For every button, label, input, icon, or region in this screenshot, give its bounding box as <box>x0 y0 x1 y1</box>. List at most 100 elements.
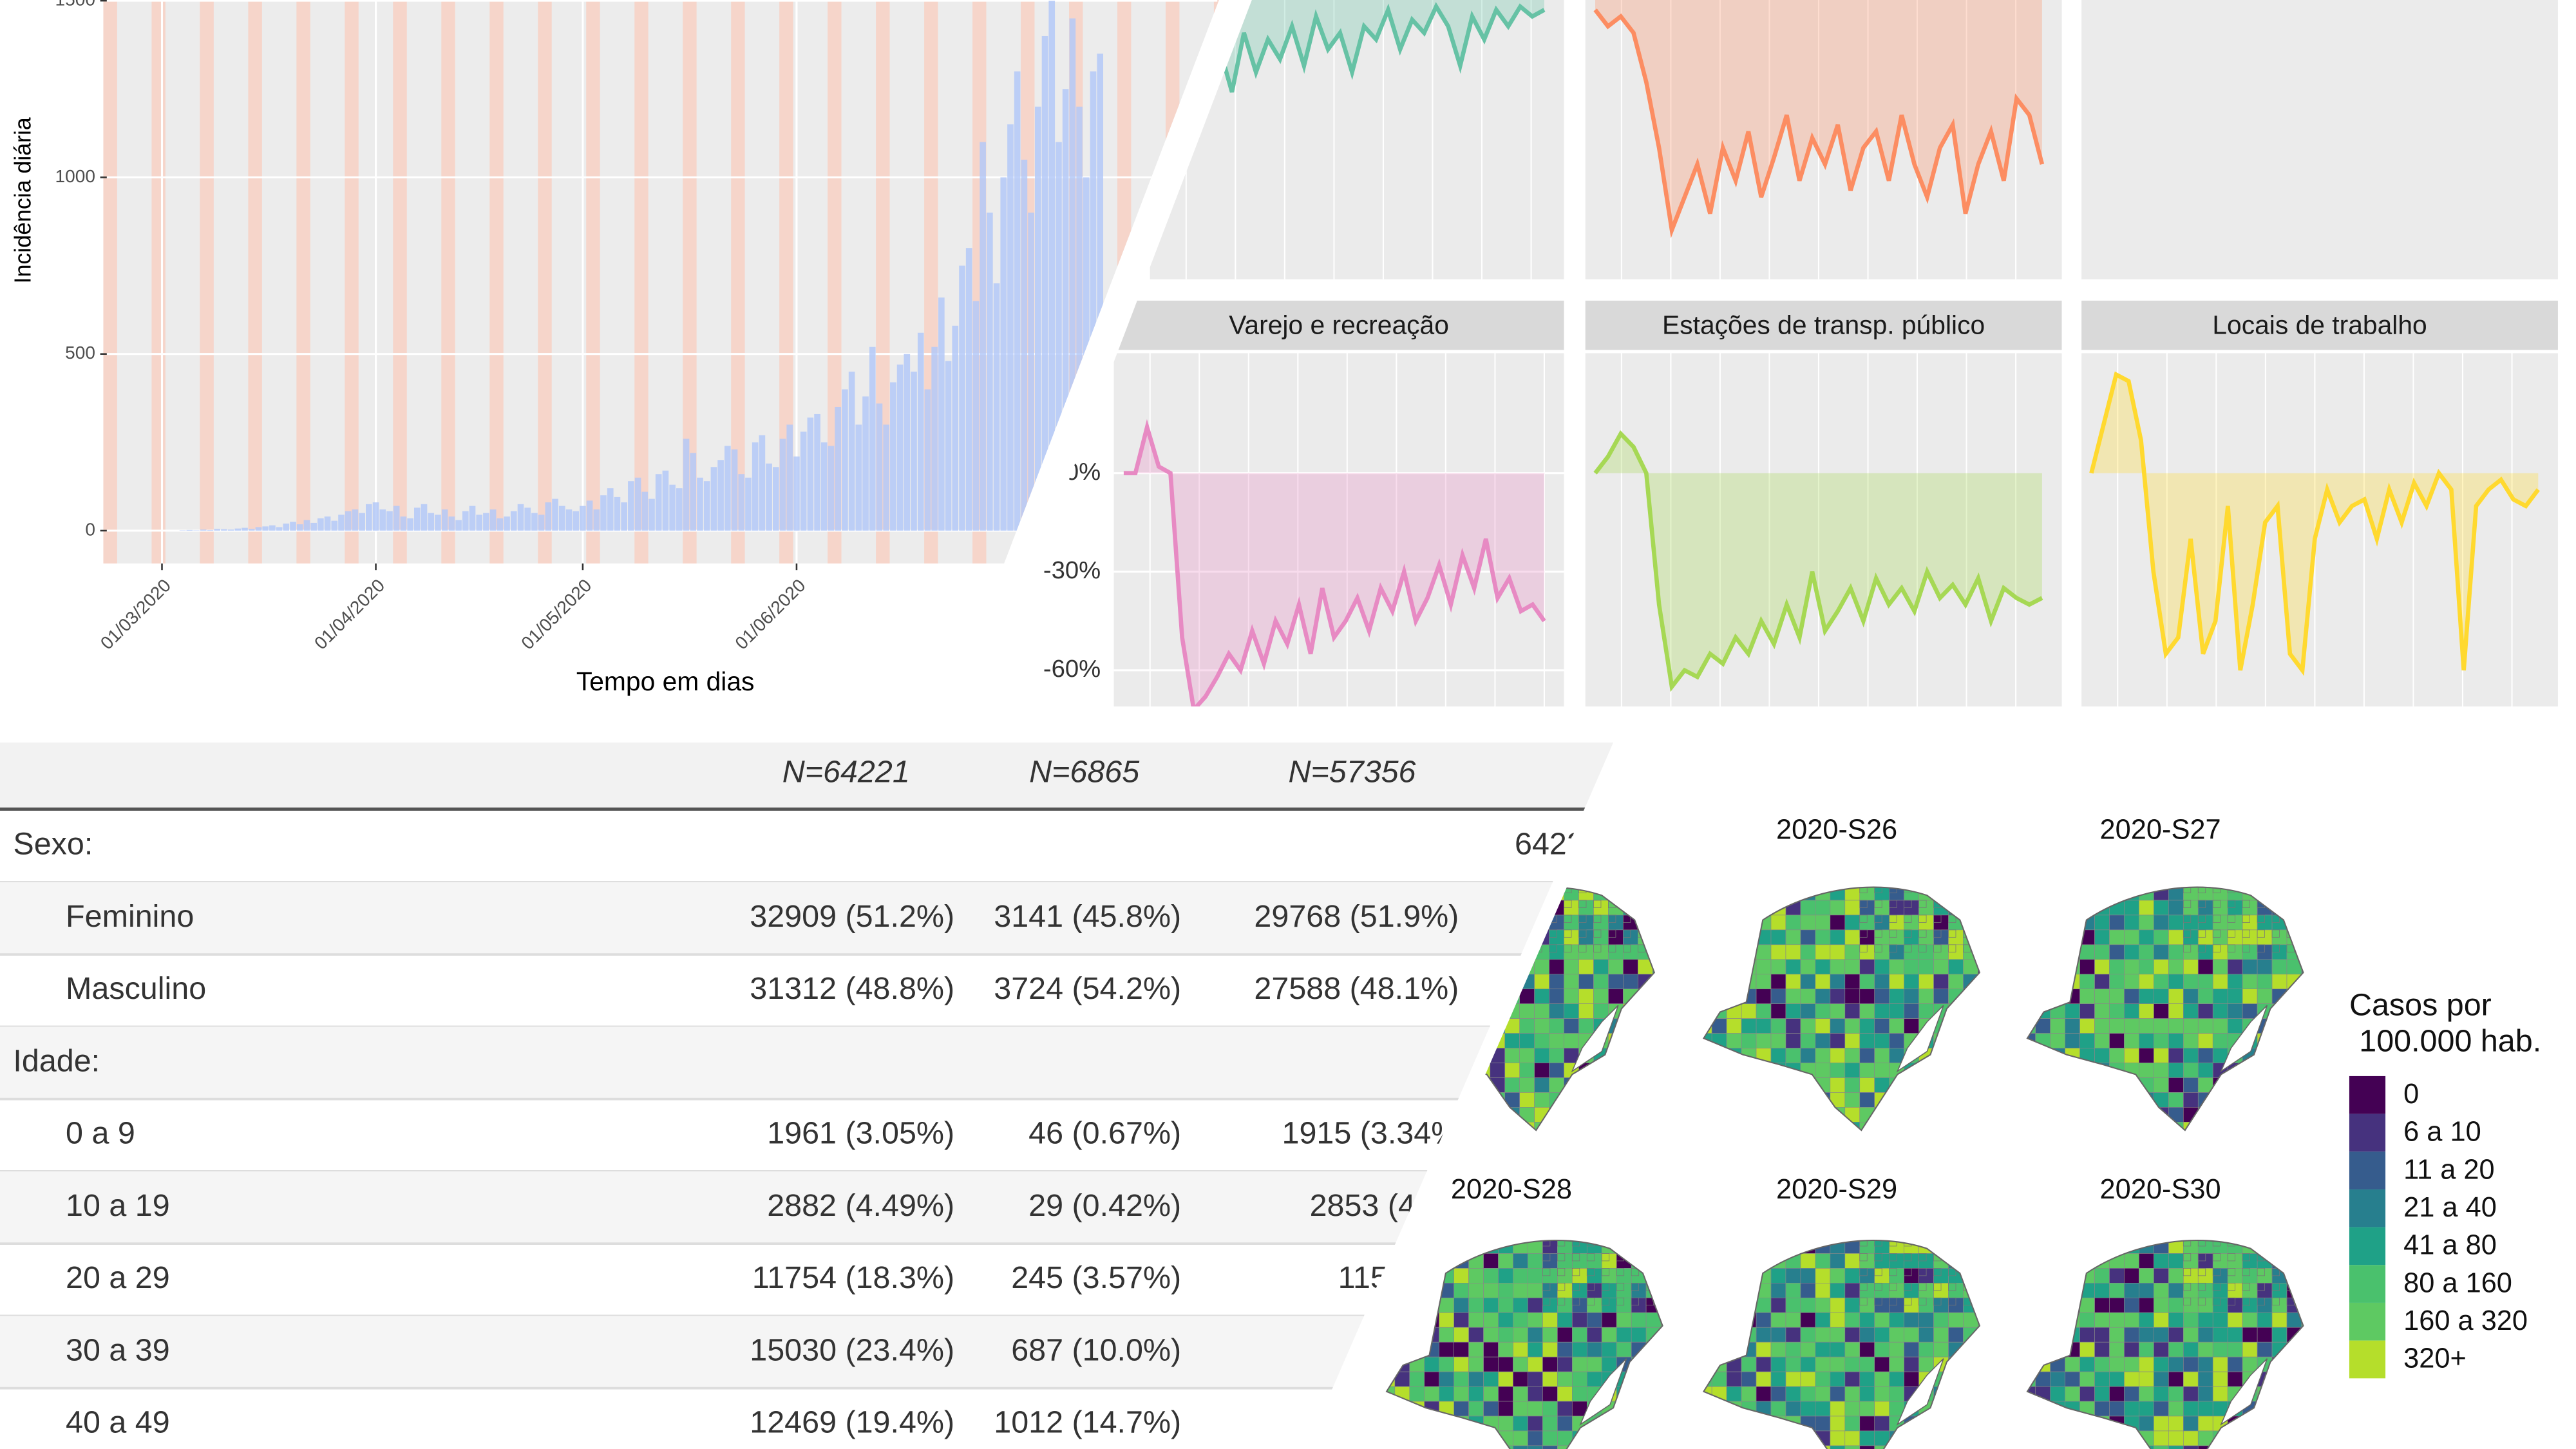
map-cell <box>1844 944 1861 960</box>
map-cell <box>1631 1327 1647 1343</box>
map-cell <box>2027 1107 2036 1122</box>
map-cell <box>1904 1445 1919 1449</box>
map-cell <box>1889 1033 1904 1048</box>
map-cell <box>1770 1445 1786 1449</box>
map-cell <box>2079 1018 2095 1034</box>
map-cell <box>1519 1033 1535 1048</box>
map-cell <box>1918 989 1934 1004</box>
map-cell <box>2197 900 2206 908</box>
map-cell <box>1572 1341 1587 1358</box>
map-cell <box>1513 1224 1528 1239</box>
map-cell <box>1874 989 1889 1004</box>
map-cell <box>2154 1224 2168 1239</box>
map-cell <box>2027 1445 2036 1449</box>
map-cell <box>1859 1416 1875 1432</box>
map-cell <box>1475 974 1491 990</box>
map-cell <box>2302 1224 2316 1239</box>
map-cell <box>2065 1416 2080 1432</box>
cell: 3141 (45.8%) <box>994 899 1181 934</box>
map-cell <box>1978 1253 1980 1269</box>
map-cell <box>1978 1327 1980 1343</box>
map-cell <box>1800 1283 1816 1298</box>
map-cell <box>1528 1297 1543 1313</box>
map-cell <box>1844 1063 1861 1078</box>
map-cell <box>1631 1297 1640 1306</box>
map-cell <box>1919 1224 1934 1239</box>
map-cell <box>2079 1430 2095 1446</box>
map-cell <box>1770 944 1786 960</box>
legend-label: 41 a 80 <box>2403 1230 2497 1261</box>
map-cell <box>1948 900 1956 908</box>
map-cell <box>1845 871 1860 886</box>
map-cell <box>2228 1224 2242 1239</box>
map-cell <box>1578 959 1594 975</box>
map-cell <box>1978 1092 1980 1108</box>
map-cell <box>2027 974 2036 990</box>
map-cell <box>1528 1341 1543 1358</box>
map-cell <box>1963 1224 1970 1231</box>
map-cell <box>1800 944 1816 960</box>
map-cell <box>1859 1018 1875 1034</box>
map-cell <box>1586 1268 1595 1276</box>
map-cell <box>1564 1107 1579 1122</box>
map-cell <box>2271 989 2287 1004</box>
map-cell <box>1564 900 1572 908</box>
map-cell <box>2027 900 2036 916</box>
map-cell <box>2050 1312 2065 1328</box>
map-cell <box>1800 1356 1816 1372</box>
map-cell <box>1844 1341 1861 1358</box>
map-cell <box>1454 1312 1469 1328</box>
bar <box>987 213 993 531</box>
map-cell <box>1963 871 1970 878</box>
map-cell <box>1785 1253 1801 1269</box>
map-cell <box>2065 900 2080 916</box>
map-cell <box>1638 914 1653 931</box>
map-cell <box>2257 1092 2273 1108</box>
map-cell <box>1608 1063 1624 1078</box>
map-cell <box>2050 929 2065 945</box>
map-cell <box>1918 1003 1934 1019</box>
map-cell <box>1534 989 1549 1004</box>
map-cell <box>1593 1063 1609 1078</box>
cell: 11509 (2 <box>1338 1260 1459 1295</box>
map-cell <box>1711 1092 1727 1108</box>
map-cell <box>1770 1268 1786 1283</box>
bar <box>386 511 393 531</box>
map-outline <box>2026 886 2304 1132</box>
map-cell <box>1844 1268 1861 1283</box>
map-cell <box>2035 944 2050 960</box>
map-title: 2020-S28 <box>1451 1174 1572 1205</box>
lagoon <box>2220 1358 2268 1426</box>
bar <box>786 424 793 531</box>
map-cell <box>1815 1003 1831 1019</box>
x-axis-title: Tempo em dias <box>576 667 755 696</box>
map-cell <box>2124 1077 2139 1093</box>
map-cell <box>1711 1107 1727 1122</box>
map-cell <box>2242 1282 2251 1291</box>
map-cell <box>2027 1077 2036 1093</box>
map-cell <box>1875 871 1889 886</box>
map-cell <box>2197 1356 2213 1372</box>
map-cell <box>1963 1003 1978 1019</box>
bar <box>842 389 848 531</box>
map-cell <box>1564 1033 1579 1048</box>
map-cell <box>2154 1401 2169 1417</box>
map-cell <box>1859 1282 1868 1291</box>
map-cell <box>1439 1240 1454 1254</box>
map-cell <box>1800 900 1816 916</box>
map-cell <box>2079 1063 2095 1078</box>
map-cell <box>2286 914 2302 931</box>
map-cell <box>2109 929 2125 945</box>
map-cell <box>1460 1092 1476 1108</box>
map-cell <box>1638 887 1653 901</box>
map-cell <box>2154 871 2168 886</box>
map-cell <box>1711 1297 1727 1313</box>
map-cell <box>2065 1107 2080 1122</box>
map-cell <box>1623 1107 1638 1122</box>
map-cell <box>1454 1371 1469 1387</box>
map-cell <box>1631 1224 1638 1231</box>
map-cell <box>1830 1312 1846 1328</box>
area <box>1123 427 1544 706</box>
map-cell <box>1889 871 1904 886</box>
map-cell <box>1726 1297 1742 1313</box>
